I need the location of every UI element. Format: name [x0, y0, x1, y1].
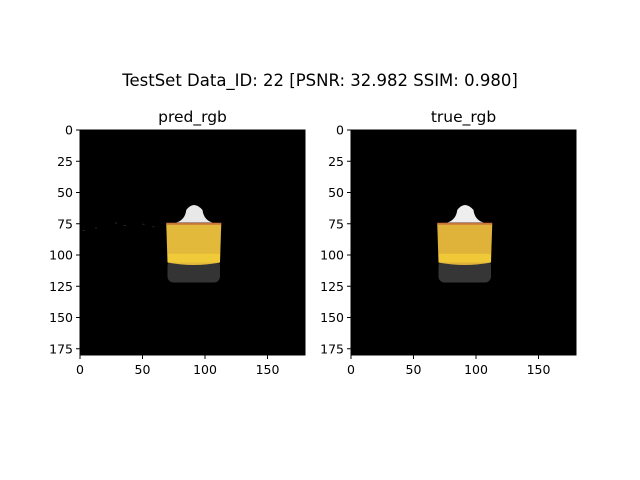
- x-tick-label: 150: [256, 362, 280, 377]
- cup-object: [437, 205, 493, 283]
- object-base: [438, 260, 491, 283]
- x-tick-label: 0: [347, 362, 355, 377]
- y-tick-label: 25: [57, 154, 73, 169]
- y-tick-label: 0: [336, 123, 344, 138]
- y-tick-label: 100: [320, 248, 344, 263]
- axes-frame: [79, 129, 306, 356]
- object-base: [167, 260, 220, 283]
- y-tick-label: 125: [49, 279, 73, 294]
- y-tick-label: 0: [65, 123, 73, 138]
- object-cap: [176, 205, 213, 223]
- y-tick-label: 75: [57, 216, 73, 231]
- axes-frame: [350, 129, 577, 356]
- stray-pixel: [152, 226, 155, 228]
- y-tick-label: 100: [49, 248, 73, 263]
- y-tick-label: 50: [328, 185, 344, 200]
- x-tick-label: 50: [135, 362, 151, 377]
- stray-pixel: [115, 222, 117, 224]
- object-cap: [447, 205, 484, 223]
- y-tick-label: 150: [49, 310, 73, 325]
- x-tick-label: 150: [527, 362, 551, 377]
- x-tick-label: 100: [193, 362, 217, 377]
- x-tick-label: 0: [76, 362, 84, 377]
- panel-true_rgb: true_rgb 0 50 100 150 0 25 50 75 100 125 150 175: [320, 108, 577, 377]
- object-body-band: [167, 253, 220, 263]
- x-tick-label: 100: [464, 362, 488, 377]
- panel-title: pred_rgb: [158, 108, 227, 127]
- y-tick-label: 125: [320, 279, 344, 294]
- cup-object: [82, 205, 222, 283]
- panel-title: true_rgb: [431, 108, 496, 127]
- y-tick-label: 75: [328, 216, 344, 231]
- x-tick-label: 50: [406, 362, 422, 377]
- figure-suptitle: TestSet Data_ID: 22 [PSNR: 32.982 SSIM: …: [121, 71, 518, 91]
- object-body-band: [438, 253, 491, 263]
- stray-pixel: [123, 225, 126, 226]
- stray-pixel: [95, 227, 97, 229]
- y-tick-label: 50: [57, 185, 73, 200]
- y-tick-label: 175: [49, 341, 73, 356]
- stray-pixel: [142, 223, 145, 225]
- panel-pred_rgb: pred_rgb 0 50 100 150 0 25 50 75 100 125 150 175: [49, 108, 306, 377]
- y-tick-label: 25: [328, 154, 344, 169]
- y-tick-label: 175: [320, 341, 344, 356]
- stray-pixel: [82, 230, 85, 231]
- y-tick-label: 150: [320, 310, 344, 325]
